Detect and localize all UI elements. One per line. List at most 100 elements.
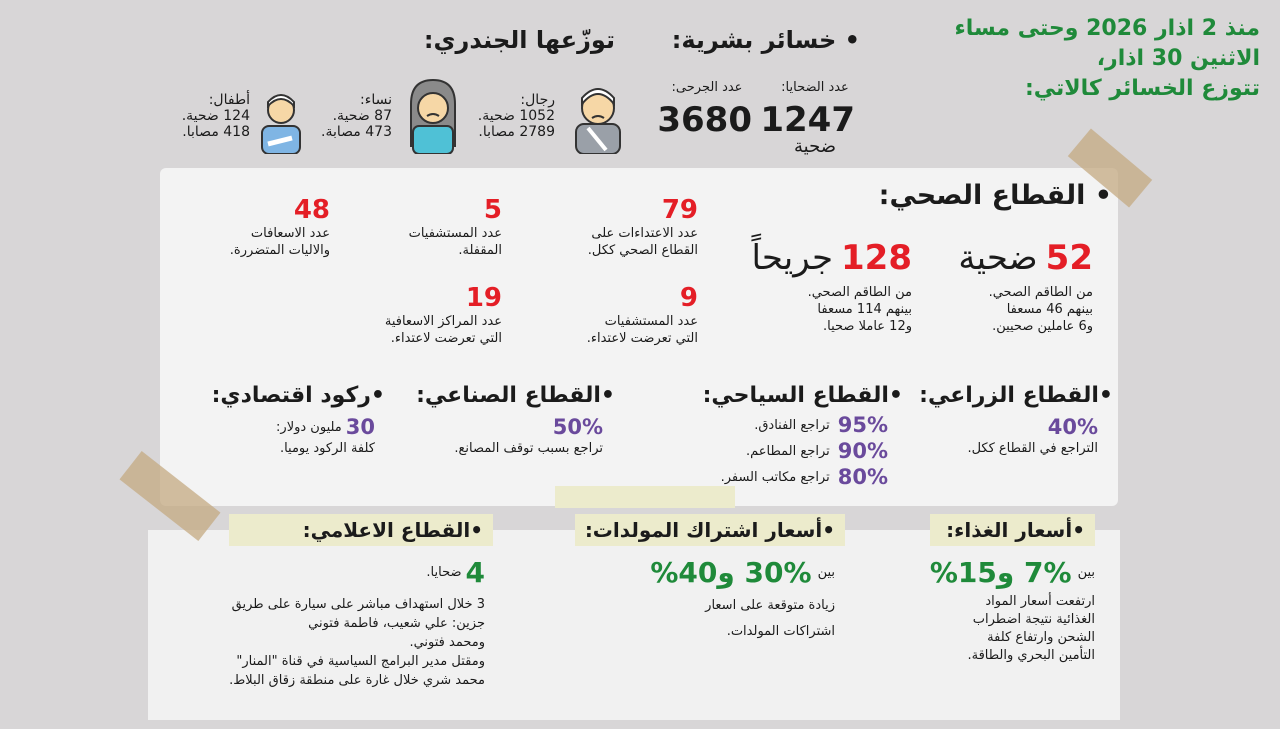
- recession-text: كلفة الركود يوميا.: [279, 441, 375, 456]
- health-killed-line: بينهم 46 مسعفا: [1006, 302, 1093, 317]
- health-killed: 52 ضحية من الطاقم الصحي. بينهم 46 مسعفا و…: [958, 238, 1093, 335]
- food-prices: •أسعار الغذاء: بين 7% و15% ارتفعت أسعار ا…: [929, 514, 1095, 665]
- health-killed-word: ضحية: [958, 238, 1038, 278]
- media-count: 4: [465, 556, 485, 589]
- prices-media-panel: [148, 530, 1120, 720]
- food-text: ارتفعت أسعار المواد: [985, 594, 1095, 609]
- media-title: •القطاع الاعلامي:: [229, 514, 493, 546]
- header-line: الاثنين 30 اذار،: [1096, 46, 1260, 71]
- tourism-text: تراجع الفنادق.: [754, 417, 830, 433]
- health-stat-ambulances: 48 عدد الاسعافات والاليات المتضررة.: [230, 195, 330, 259]
- food-between: بين: [1077, 565, 1095, 580]
- agri-pct: 40%: [1047, 415, 1098, 439]
- agri-title: •القطاع الزراعي:: [919, 383, 1113, 408]
- generator-prices: •أسعار اشتراك المولدات: بين 30% و40% زياد…: [574, 514, 845, 645]
- industry-title: •القطاع الصناعي:: [416, 383, 615, 408]
- food-text: الشحن وارتفاع كلفة: [987, 630, 1095, 645]
- recession-unit: مليون دولار:: [276, 419, 342, 435]
- tourism-pct: 95%: [837, 413, 888, 437]
- generators-text: زيادة متوقعة على اسعار: [705, 598, 835, 613]
- stat-text: والاليات المتضررة.: [229, 243, 330, 258]
- food-text: التأمين البحري والطاقة.: [967, 648, 1095, 663]
- women-injured: 473 مصابة.: [321, 124, 392, 140]
- stat-text: عدد الاعتداءات على: [591, 226, 698, 241]
- victims-count: 1247: [760, 100, 855, 140]
- health-sector-title: • القطاع الصحي:: [878, 180, 1112, 211]
- tourism-pct: 80%: [837, 465, 888, 489]
- stat-number: 79: [661, 195, 698, 225]
- injured-count: 3680: [657, 100, 752, 140]
- stat-text: عدد الاسعافات: [250, 226, 330, 241]
- food-title: •أسعار الغذاء:: [929, 514, 1095, 546]
- generators-range: 30% و40%: [650, 556, 812, 589]
- intro-header: منذ 2 اذار 2026 وحتى مساء الاثنين 30 اذا…: [955, 14, 1260, 104]
- media-unit: ضحايا.: [426, 565, 462, 580]
- media-text: ومحمد فتوني.: [409, 635, 485, 650]
- health-wounded-line: بينهم 114 مسعفا: [817, 302, 912, 317]
- stat-text: عدد المراكز الاسعافية: [384, 314, 502, 329]
- children-stats: أطفال: 124 ضحية. 418 مصابا.: [182, 92, 250, 140]
- industry-sector: •القطاع الصناعي: 50% تراجع بسبب توقف المص…: [416, 383, 615, 457]
- health-economy-panel: [160, 168, 1118, 506]
- men-injured: 2789 مصابا.: [478, 124, 555, 140]
- women-label: نساء:: [360, 92, 392, 108]
- recession-title: •ركود اقتصادي:: [211, 383, 385, 408]
- injured-stat: عدد الجرحى: 3680: [657, 80, 752, 140]
- stat-number: 5: [483, 195, 502, 225]
- health-wounded-line: و12 عاملا صحيا.: [823, 319, 912, 334]
- media-text: جزين: علي شعيب، فاطمة فتوني: [308, 616, 485, 631]
- stat-text: القطاع الصحي ككل.: [587, 243, 698, 258]
- health-killed-line: و6 عاملين صحيين.: [992, 319, 1093, 334]
- tourism-sector: •القطاع السياحي: 95% تراجع الفنادق. 90% تر…: [703, 383, 903, 490]
- health-killed-line: من الطاقم الصحي.: [988, 285, 1093, 300]
- header-line: تتوزع الخسائر كالاتي:: [1024, 76, 1260, 101]
- stat-text: التي تعرضت لاعتداء.: [586, 331, 698, 346]
- human-losses-title: • خسائر بشرية:: [671, 26, 860, 54]
- women-stats: نساء: 87 ضحية. 473 مصابة.: [321, 92, 392, 140]
- tourism-text: تراجع المطاعم.: [745, 443, 830, 459]
- stat-text: عدد المستشفيات: [604, 314, 698, 329]
- gender-title: توزّعها الجندري:: [423, 26, 615, 54]
- generators-title: •أسعار اشتراك المولدات:: [574, 514, 845, 546]
- media-text: محمد شري خلال غارة على منطقة زقاق البلاط…: [229, 673, 485, 688]
- health-wounded-count: 128: [841, 238, 912, 278]
- recession-amount: 30: [345, 415, 375, 439]
- children-injured: 418 مصابا.: [182, 124, 250, 140]
- health-wounded: 128 جريحاً من الطاقم الصحي. بينهم 114 مسع…: [751, 238, 912, 335]
- health-stat-closed-hospitals: 5 عدد المستشفيات المقفلة.: [409, 195, 502, 259]
- victims-label: عدد الضحايا:: [781, 80, 849, 95]
- header-line: منذ 2 اذار 2026 وحتى مساء: [954, 16, 1260, 41]
- children-killed: 124 ضحية.: [181, 108, 250, 124]
- stat-text: عدد المستشفيات: [408, 226, 502, 241]
- health-wounded-line: من الطاقم الصحي.: [807, 285, 912, 300]
- food-text: الغذائية نتيجة اضطراب: [972, 612, 1095, 627]
- health-stat-attacks: 79 عدد الاعتداءات على القطاع الصحي ككل.: [588, 195, 698, 259]
- injured-label: عدد الجرحى:: [671, 80, 743, 95]
- tape-decoration: [555, 486, 735, 508]
- victims-unit: ضحية: [794, 136, 836, 157]
- tourism-pct: 90%: [837, 439, 888, 463]
- media-text: 3 خلال استهداف مباشر على سيارة على طريق: [231, 597, 485, 612]
- media-text: ومقتل مدير البرامج السياسية في قناة "الم…: [236, 654, 485, 669]
- children-label: أطفال:: [208, 92, 250, 108]
- men-stats: رجال: 1052 ضحية. 2789 مصابا.: [478, 92, 555, 140]
- health-stat-attacked-centers: 19 عدد المراكز الاسعافية التي تعرضت لاعتدا…: [385, 283, 502, 347]
- media-sector: •القطاع الاعلامي: 4 ضحايا. 3 خلال استهداف…: [229, 514, 493, 690]
- stat-text: المقفلة.: [458, 243, 502, 258]
- recession: •ركود اقتصادي: 30 مليون دولار: كلفة الركو…: [212, 383, 385, 457]
- health-stat-attacked-hospitals: 9 عدد المستشفيات التي تعرضت لاعتداء.: [587, 283, 698, 347]
- industry-text: تراجع بسبب توقف المصانع.: [454, 441, 603, 456]
- agri-text: التراجع في القطاع ككل.: [967, 441, 1098, 456]
- agri-sector: •القطاع الزراعي: 40% التراجع في القطاع كك…: [919, 383, 1113, 457]
- health-killed-count: 52: [1045, 238, 1093, 278]
- stat-number: 19: [465, 283, 502, 313]
- injured-man-icon: [575, 88, 621, 154]
- injured-woman-icon: [410, 78, 456, 154]
- food-range: 7% و15%: [929, 556, 1072, 589]
- tourism-text: تراجع مكاتب السفر.: [720, 469, 830, 485]
- stat-number: 48: [293, 195, 330, 225]
- stat-number: 9: [679, 283, 698, 313]
- tourism-title: •القطاع السياحي:: [702, 383, 903, 408]
- victims-stat: عدد الضحايا: 1247 ضحية: [760, 80, 855, 157]
- generators-text: اشتراكات المولدات.: [726, 624, 835, 639]
